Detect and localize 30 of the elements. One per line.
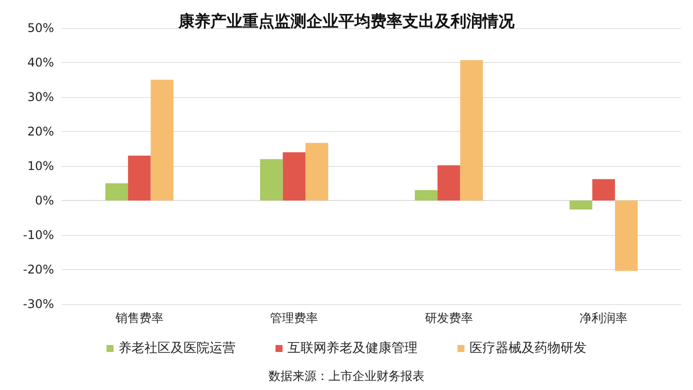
y-tick-label: 0%: [34, 194, 54, 208]
x-tick-label: 销售费率: [114, 311, 164, 325]
x-tick-label: 研发费率: [424, 311, 473, 325]
legend-label: 医疗器械及药物研发: [470, 341, 586, 356]
y-tick-label: -20%: [22, 262, 54, 276]
bar: [414, 190, 438, 200]
bar: [150, 80, 174, 200]
y-tick-label: 40%: [27, 56, 54, 70]
bar: [592, 179, 615, 200]
y-tick-label: 20%: [27, 124, 54, 138]
chart-title: 康养产业重点监测企业平均费率支出及利润情况: [178, 12, 516, 30]
y-tick-label: 50%: [27, 21, 54, 35]
bar: [438, 165, 460, 200]
x-tick-label: 净利润率: [580, 311, 628, 325]
y-tick-label: -10%: [22, 228, 54, 242]
bar: [282, 152, 306, 200]
bar: [614, 200, 638, 271]
bar: [128, 156, 151, 200]
x-tick-label: 管理费率: [270, 311, 318, 325]
legend-label: 互联网养老及健康管理: [288, 340, 418, 356]
bar: [260, 159, 283, 200]
y-tick-label: -30%: [22, 297, 54, 311]
legend-label: 养老社区及医院运营: [118, 340, 236, 356]
bar: [305, 142, 328, 200]
bar: [460, 60, 483, 200]
bar: [570, 200, 592, 210]
y-tick-label: 30%: [27, 90, 54, 104]
bar: [105, 183, 128, 200]
source-note: 数据来源：上市企业财务报表: [268, 369, 424, 383]
y-tick-label: 10%: [27, 159, 54, 173]
